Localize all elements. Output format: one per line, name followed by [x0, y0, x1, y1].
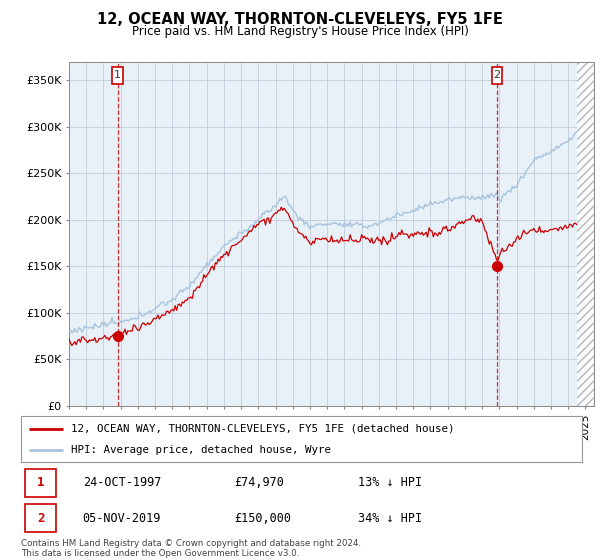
FancyBboxPatch shape — [25, 469, 56, 497]
Text: 1: 1 — [114, 71, 121, 81]
Text: £150,000: £150,000 — [234, 511, 291, 525]
FancyBboxPatch shape — [491, 67, 502, 84]
FancyBboxPatch shape — [25, 504, 56, 532]
Text: 12, OCEAN WAY, THORNTON-CLEVELEYS, FY5 1FE (detached house): 12, OCEAN WAY, THORNTON-CLEVELEYS, FY5 1… — [71, 424, 455, 434]
Bar — [577, 62, 594, 406]
Text: 1: 1 — [37, 477, 44, 489]
Text: £74,970: £74,970 — [234, 477, 284, 489]
Text: Price paid vs. HM Land Registry's House Price Index (HPI): Price paid vs. HM Land Registry's House … — [131, 25, 469, 38]
Bar — [577, 62, 594, 406]
Text: Contains HM Land Registry data © Crown copyright and database right 2024.
This d: Contains HM Land Registry data © Crown c… — [21, 539, 361, 558]
Text: 05-NOV-2019: 05-NOV-2019 — [83, 511, 161, 525]
Text: 2: 2 — [493, 71, 500, 81]
Text: 34% ↓ HPI: 34% ↓ HPI — [358, 511, 422, 525]
Text: 13% ↓ HPI: 13% ↓ HPI — [358, 477, 422, 489]
Text: HPI: Average price, detached house, Wyre: HPI: Average price, detached house, Wyre — [71, 445, 331, 455]
Text: 2: 2 — [37, 511, 44, 525]
Text: 24-OCT-1997: 24-OCT-1997 — [83, 477, 161, 489]
FancyBboxPatch shape — [112, 67, 123, 84]
Text: 12, OCEAN WAY, THORNTON-CLEVELEYS, FY5 1FE: 12, OCEAN WAY, THORNTON-CLEVELEYS, FY5 1… — [97, 12, 503, 27]
